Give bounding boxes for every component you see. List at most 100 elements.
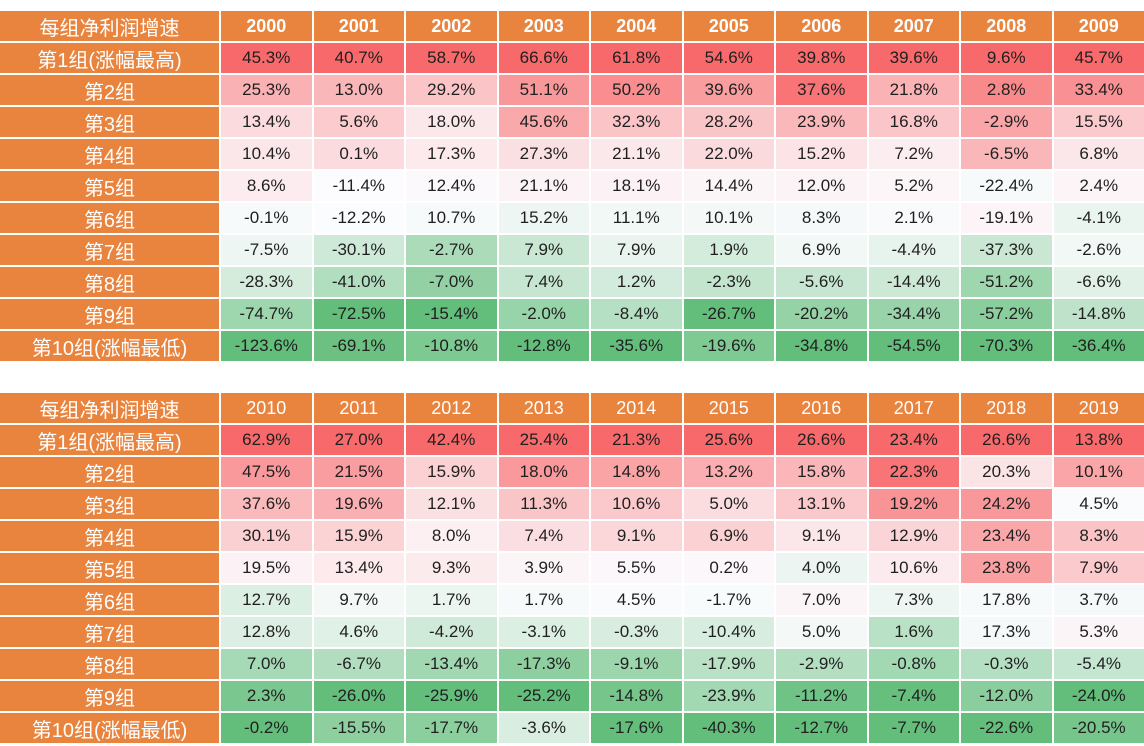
value-cell: 7.9%: [1053, 553, 1144, 583]
value-cell: -51.2%: [961, 267, 1052, 297]
value-cell: 7.0%: [776, 585, 867, 615]
value-cell: -0.2%: [221, 713, 312, 743]
value-cell: -3.6%: [498, 713, 589, 743]
value-cell: -4.1%: [1053, 203, 1144, 233]
year-header: 2009: [1053, 11, 1144, 41]
value-cell: 3.7%: [1053, 585, 1144, 615]
value-cell: 4.0%: [776, 553, 867, 583]
value-cell: 4.5%: [591, 585, 682, 615]
value-cell: 21.3%: [591, 425, 682, 455]
value-cell: 17.8%: [961, 585, 1052, 615]
value-cell: 7.0%: [221, 649, 312, 679]
value-cell: -34.4%: [868, 299, 959, 329]
value-cell: 2.4%: [1053, 171, 1144, 201]
value-cell: 45.3%: [221, 43, 312, 73]
value-cell: -0.3%: [961, 649, 1052, 679]
value-cell: 9.1%: [776, 521, 867, 551]
value-cell: 47.5%: [221, 457, 312, 487]
value-cell: 18.0%: [498, 457, 589, 487]
year-header: 2001: [313, 11, 404, 41]
value-cell: 8.0%: [406, 521, 497, 551]
value-cell: 5.2%: [868, 171, 959, 201]
value-cell: 66.6%: [498, 43, 589, 73]
value-cell: -69.1%: [313, 331, 404, 361]
group-label: 第3组: [0, 489, 219, 519]
value-cell: -20.2%: [776, 299, 867, 329]
value-cell: 9.6%: [961, 43, 1052, 73]
value-cell: 1.9%: [683, 235, 774, 265]
value-cell: -2.6%: [1053, 235, 1144, 265]
group-label: 第9组: [0, 299, 219, 329]
value-cell: 3.9%: [498, 553, 589, 583]
value-cell: -4.2%: [406, 617, 497, 647]
value-cell: 10.6%: [868, 553, 959, 583]
value-cell: 6.8%: [1053, 139, 1144, 169]
value-cell: 23.8%: [961, 553, 1052, 583]
value-cell: 1.7%: [498, 585, 589, 615]
value-cell: -6.6%: [1053, 267, 1144, 297]
year-header: 2004: [591, 11, 682, 41]
value-cell: 1.7%: [406, 585, 497, 615]
value-cell: -5.4%: [1053, 649, 1144, 679]
value-cell: 26.6%: [961, 425, 1052, 455]
value-cell: 1.2%: [591, 267, 682, 297]
value-cell: -30.1%: [313, 235, 404, 265]
value-cell: 24.2%: [961, 489, 1052, 519]
year-header: 2019: [1053, 393, 1144, 423]
value-cell: 4.6%: [313, 617, 404, 647]
group-label: 第1组(涨幅最高): [0, 43, 219, 73]
year-header: 2006: [776, 11, 867, 41]
value-cell: -14.4%: [868, 267, 959, 297]
value-cell: -7.4%: [868, 681, 959, 711]
value-cell: -23.9%: [683, 681, 774, 711]
value-cell: 21.5%: [313, 457, 404, 487]
value-cell: 14.4%: [683, 171, 774, 201]
value-cell: -20.5%: [1053, 713, 1144, 743]
group-label: 第9组: [0, 681, 219, 711]
value-cell: 15.9%: [313, 521, 404, 551]
value-cell: 23.4%: [961, 521, 1052, 551]
value-cell: -41.0%: [313, 267, 404, 297]
value-cell: 18.0%: [406, 107, 497, 137]
value-cell: 8.3%: [776, 203, 867, 233]
group-label: 第10组(涨幅最低): [0, 331, 219, 361]
value-cell: 5.3%: [1053, 617, 1144, 647]
value-cell: 17.3%: [961, 617, 1052, 647]
value-cell: -4.4%: [868, 235, 959, 265]
value-cell: 22.3%: [868, 457, 959, 487]
value-cell: 18.1%: [591, 171, 682, 201]
value-cell: 11.3%: [498, 489, 589, 519]
value-cell: 6.9%: [776, 235, 867, 265]
value-cell: 15.9%: [406, 457, 497, 487]
value-cell: 0.1%: [313, 139, 404, 169]
value-cell: 29.2%: [406, 75, 497, 105]
value-cell: -14.8%: [591, 681, 682, 711]
group-label: 第4组: [0, 521, 219, 551]
value-cell: 14.8%: [591, 457, 682, 487]
value-cell: 5.5%: [591, 553, 682, 583]
value-cell: 2.1%: [868, 203, 959, 233]
value-cell: -17.9%: [683, 649, 774, 679]
year-header: 2002: [406, 11, 497, 41]
value-cell: -10.4%: [683, 617, 774, 647]
value-cell: -11.4%: [313, 171, 404, 201]
value-cell: -0.3%: [591, 617, 682, 647]
value-cell: 9.1%: [591, 521, 682, 551]
corner-header: 每组净利润增速: [0, 11, 219, 41]
value-cell: -37.3%: [961, 235, 1052, 265]
value-cell: 58.7%: [406, 43, 497, 73]
value-cell: 23.4%: [868, 425, 959, 455]
value-cell: 15.5%: [1053, 107, 1144, 137]
value-cell: 16.8%: [868, 107, 959, 137]
value-cell: -12.7%: [776, 713, 867, 743]
value-cell: 5.0%: [683, 489, 774, 519]
value-cell: 13.0%: [313, 75, 404, 105]
value-cell: 45.6%: [498, 107, 589, 137]
group-label: 第6组: [0, 585, 219, 615]
value-cell: 50.2%: [591, 75, 682, 105]
value-cell: 15.2%: [498, 203, 589, 233]
value-cell: -28.3%: [221, 267, 312, 297]
value-cell: 33.4%: [1053, 75, 1144, 105]
value-cell: -19.6%: [683, 331, 774, 361]
value-cell: -11.2%: [776, 681, 867, 711]
